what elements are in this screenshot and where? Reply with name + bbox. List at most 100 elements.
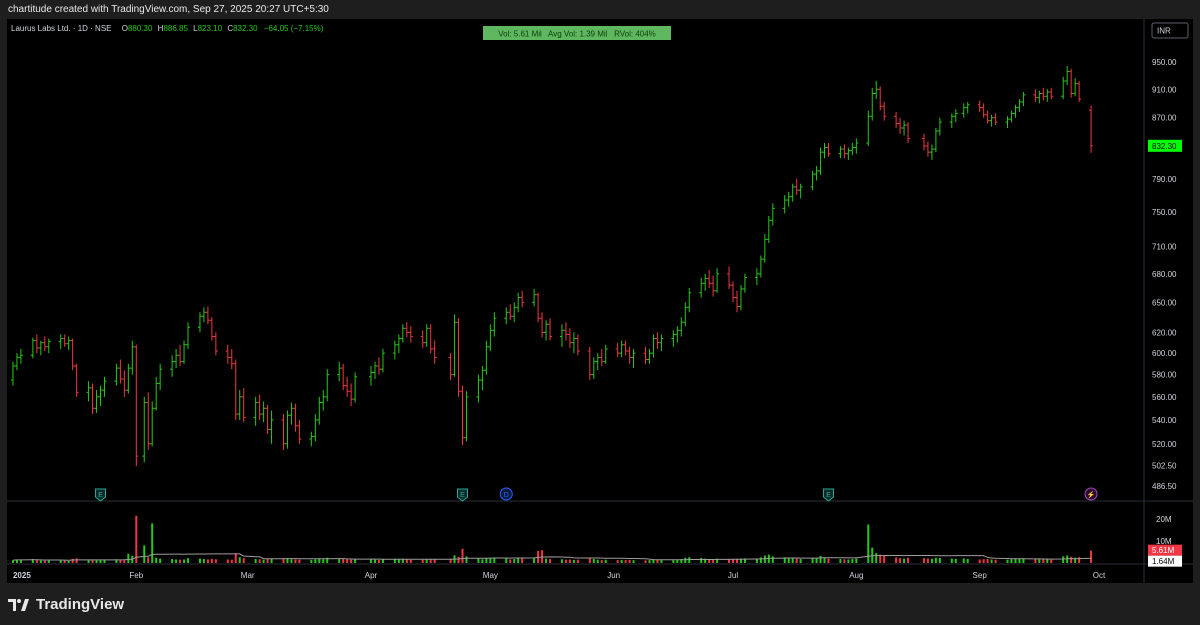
volume-bar [517,558,520,563]
change-value: −64.05 (−7.15%) [264,24,324,33]
volume-bar [270,558,273,563]
ohlc-bar [197,312,202,333]
ohlc-bar [38,340,43,356]
ohlc-chart-svg[interactable]: Laurus Labs Ltd. · 1D · NSE O880.30 H886… [7,19,1193,583]
ohlc-bar [1009,110,1014,123]
volume-bar [763,555,766,563]
volume-bar [549,559,552,563]
volume-bar [950,558,953,563]
currency-label: INR [1157,27,1171,36]
volume-bar [903,558,906,563]
price-tick-label: 560.00 [1152,393,1177,402]
chart-area[interactable]: Laurus Labs Ltd. · 1D · NSE O880.30 H886… [7,19,1193,583]
ohlc-bar [870,87,875,121]
open-value: 880.30 [128,24,153,33]
ohlc-bar [1037,90,1042,104]
ohlc-bar [464,391,469,442]
ohlc-bar [937,117,942,136]
ohlc-bar [337,361,342,382]
volume-bar [827,558,830,563]
ohlc-bar [977,100,982,112]
volume-bar [576,559,579,563]
ohlc-bar [643,346,648,364]
time-tick-label: Aug [849,571,863,580]
earnings-event-marker[interactable]: E [822,488,834,502]
ohlc-bar [532,288,537,307]
volume-bar [596,559,599,563]
volume-bar [95,560,98,563]
volume-tick-label: 20M [1156,515,1172,524]
ohlc-bar [711,275,716,297]
volume-bar [823,557,826,563]
price-tick-label: 486.50 [1152,482,1177,491]
ohlc-bar [699,277,704,298]
price-tick-label: 910.00 [1152,85,1177,94]
ohlc-bar [838,146,843,159]
volume-bar [1090,550,1093,563]
volume-bar [509,559,512,563]
ohlc-bar [683,302,688,327]
price-tick-label: 870.00 [1152,114,1177,123]
symbol-label: Laurus Labs Ltd. · 1D · NSE [11,24,112,33]
ohlc-bar [715,268,720,293]
volume-axis: 20M 10M [1156,515,1172,546]
earnings-event-marker[interactable]: E [94,488,106,502]
volume-bar [159,558,162,563]
last-price-tag [1148,139,1182,152]
ohlc-bar [201,307,206,323]
volume-bar [855,558,858,563]
ohlc-bar [786,191,791,207]
volume-bar [954,558,957,563]
price-tick-label: 650.00 [1152,298,1177,307]
ohlc-bar [921,133,926,151]
volume-bar [656,559,659,563]
volume-info-text: Vol: 5.61 Mil Avg Vol: 1.39 Mil RVol: 40… [498,30,656,39]
ohlc-bar [563,322,568,341]
ohlc-bar [1073,78,1078,97]
ohlc-bar [18,348,23,364]
ohlc-bar [655,332,660,349]
ohlc-bar [949,113,954,129]
volume-bar [839,559,842,563]
ohlc-bar [508,304,513,321]
ohlc-bar [687,287,692,313]
ohlc-bar [269,410,274,444]
currency-button[interactable] [1151,22,1189,39]
earnings-event-marker[interactable]: E [457,488,469,502]
ohlc-bar [965,101,970,114]
tradingview-brand-text: TradingView [36,596,125,613]
dividend-event-marker[interactable]: D [499,487,513,501]
volume-bar [783,557,786,563]
time-tick-label: Mar [241,571,255,580]
volume-bar [986,559,989,563]
volume-bar [151,523,154,563]
ohlc-bar [810,170,815,191]
ohlc-bar [420,330,425,348]
ohlc-bar [297,419,302,444]
ohlc-bar [798,183,803,199]
volume-bar [183,559,186,563]
ohlc-bar [520,290,525,308]
volume-bar [1034,559,1037,563]
volume-bar [994,559,997,563]
earnings-badge-icon [822,488,834,502]
volume-bar [254,559,257,563]
volume-bar [1022,558,1025,563]
ohlc-bar [603,344,608,364]
ohlc-bar [1017,99,1022,112]
last-volume-tag-label: 5.61M [1152,546,1175,555]
volume-bar [787,558,790,563]
ohlc-bar [985,110,990,124]
volume-bar [899,558,902,563]
tradingview-logo[interactable]: TradingView [8,596,124,613]
volume-bar [39,560,42,563]
volume-bar [433,559,436,563]
ohlc-bar [818,147,823,175]
ohlc-bar [961,103,966,118]
split-event-marker[interactable]: ⚡ [1084,487,1098,501]
ohlc-bar [62,334,67,347]
ohlc-bar [205,306,210,325]
volume-bar [143,545,146,563]
ohlc-bar [257,394,262,420]
